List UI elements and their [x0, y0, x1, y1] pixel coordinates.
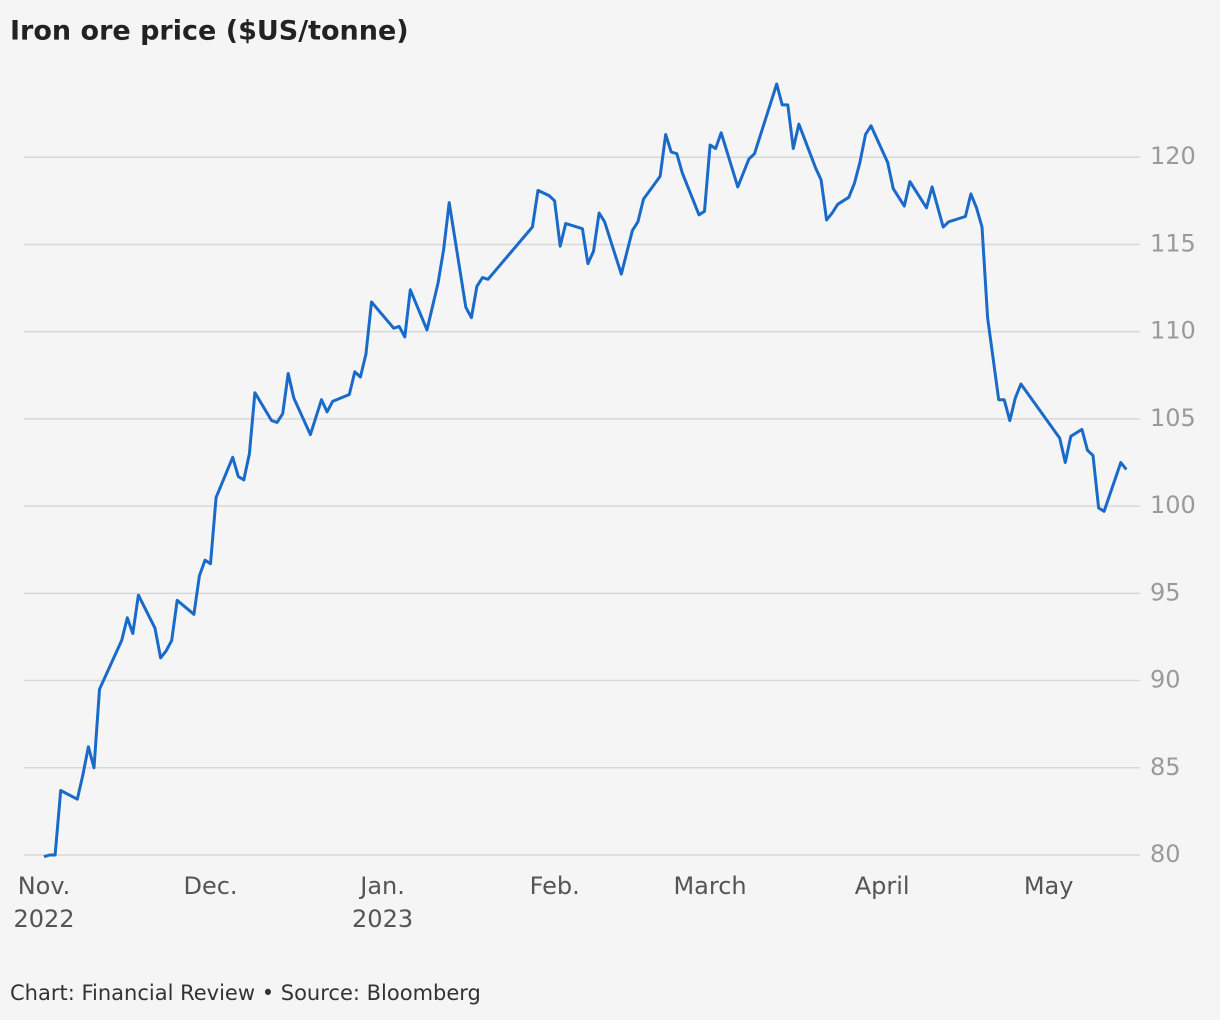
y-tick-label: 100: [1150, 491, 1196, 519]
source: Chart: Financial Review • Source: Bloomb…: [10, 981, 481, 1005]
y-tick-label: 115: [1150, 229, 1196, 257]
chart-title: Iron ore price ($US/tonne): [10, 16, 409, 47]
x-tick-label: April: [855, 872, 910, 900]
price-line: [43, 82, 1128, 859]
x-tick-label: Feb.: [530, 872, 580, 900]
x-tick-sublabel: 2023: [352, 905, 413, 933]
y-tick-label: 120: [1150, 142, 1196, 170]
y-tick-label: 110: [1150, 317, 1196, 345]
y-tick-label: 85: [1150, 753, 1181, 781]
x-tick-label: May: [1024, 872, 1074, 900]
x-tick-label: Nov.: [18, 872, 71, 900]
x-tick-sublabel: 2022: [13, 905, 74, 933]
y-tick-label: 105: [1150, 404, 1196, 432]
y-tick-label: 90: [1150, 666, 1181, 694]
y-tick-label: 80: [1150, 840, 1181, 868]
y-tick-label: 95: [1150, 578, 1181, 606]
x-tick-label: March: [673, 872, 746, 900]
x-tick-label: Dec.: [183, 872, 237, 900]
x-tick-label: Jan.: [358, 872, 405, 900]
